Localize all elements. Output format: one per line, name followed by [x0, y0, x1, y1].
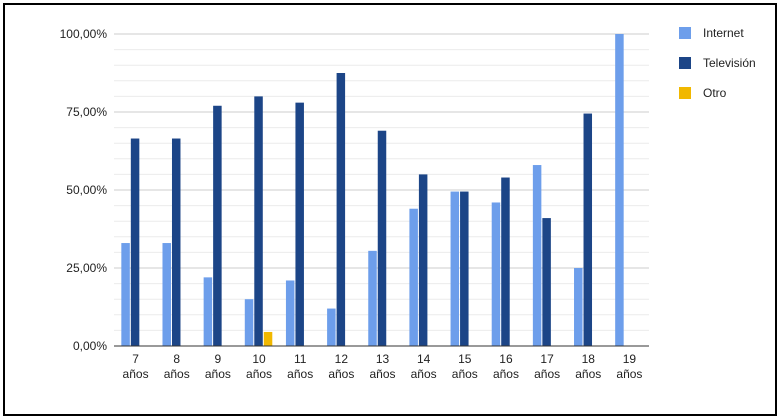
bar-internet-9	[203, 277, 213, 346]
bar-televisi-n-18	[583, 113, 593, 346]
bar-internet-13	[368, 250, 377, 346]
legend-swatch-otro	[679, 87, 691, 99]
bar-televisi-n-16	[501, 177, 510, 346]
bar-televisi-n-13	[377, 130, 387, 346]
y-tick-label: 25,00%	[66, 261, 107, 275]
legend-label-televisi-n: Televisión	[703, 56, 756, 70]
x-tick-label: 7 años	[123, 352, 149, 381]
legend-label-internet: Internet	[703, 26, 744, 40]
x-tick-label: 11 años	[287, 352, 313, 381]
bar-otro-10	[263, 331, 273, 346]
bars	[121, 34, 624, 347]
legend-swatch-televisi-n	[679, 57, 691, 69]
x-tick-label: 17 años	[534, 352, 560, 381]
bar-televisi-n-12	[336, 73, 346, 346]
x-axis: 7 años 8 años 9 años 10 años 11 años 12 años 13 años 1…	[114, 345, 649, 381]
legend-label-otro: Otro	[703, 86, 727, 100]
bar-televisi-n-10	[254, 96, 263, 347]
chart-frame: 0,00% 25,00% 50,00% 75,00% 100,00% 7 años 8 año…	[3, 3, 777, 416]
bar-televisi-n-17	[542, 218, 551, 346]
y-axis: 0,00% 25,00% 50,00% 75,00% 100,00%	[60, 27, 108, 353]
bar-televisi-n-14	[418, 174, 428, 346]
bar-internet-15	[450, 191, 460, 346]
bar-internet-7	[121, 243, 130, 346]
x-tick-label: 12 años	[328, 352, 354, 381]
bar-televisi-n-11	[295, 102, 304, 346]
y-tick-label: 100,00%	[60, 27, 108, 41]
y-tick-label: 75,00%	[66, 105, 107, 119]
bar-internet-12	[327, 308, 336, 346]
bar-chart: 0,00% 25,00% 50,00% 75,00% 100,00% 7 años 8 año…	[60, 26, 756, 381]
x-tick-label: 14 años	[411, 352, 437, 381]
legend: Internet Televisión Otro	[679, 26, 756, 100]
x-tick-label: 15 años	[452, 352, 478, 381]
bar-televisi-n-15	[460, 191, 469, 346]
y-tick-label: 50,00%	[66, 183, 107, 197]
bar-internet-11	[285, 280, 295, 346]
x-tick-label: 19 años	[616, 352, 642, 381]
bar-televisi-n-8	[171, 138, 181, 346]
bar-internet-14	[409, 208, 418, 346]
bar-internet-17	[532, 165, 542, 346]
y-tick-label: 0,00%	[73, 339, 107, 353]
x-tick-label: 9 años	[205, 352, 231, 381]
x-tick-label: 10 años	[246, 352, 272, 381]
bar-internet-10	[244, 299, 254, 346]
bar-internet-8	[162, 243, 171, 346]
legend-swatch-internet	[679, 27, 691, 39]
bar-televisi-n-9	[213, 105, 222, 346]
x-tick-label: 8 años	[164, 352, 190, 381]
x-tick-label: 13 años	[369, 352, 395, 381]
x-tick-label: 18 años	[575, 352, 601, 381]
x-tick-label: 16 años	[493, 352, 519, 381]
bar-internet-19	[615, 34, 624, 346]
bar-internet-16	[491, 202, 501, 346]
bar-internet-18	[574, 268, 583, 346]
bar-televisi-n-7	[130, 138, 140, 346]
